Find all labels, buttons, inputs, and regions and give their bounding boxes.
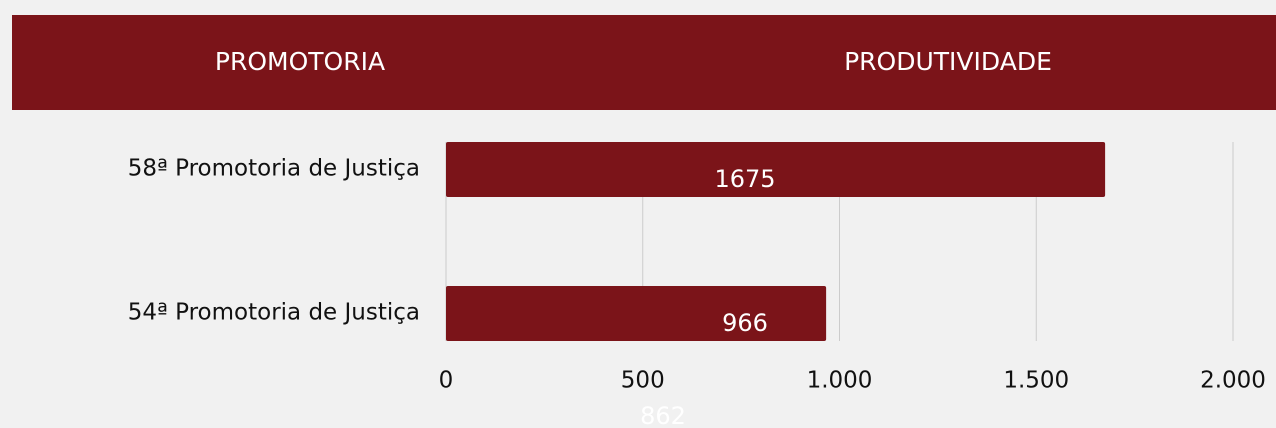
category-label: 58ª Promotoria de Justiça bbox=[128, 156, 420, 182]
value-label: 966 bbox=[722, 309, 768, 337]
x-tick-label: 2.000 bbox=[1200, 368, 1266, 394]
bar bbox=[446, 286, 827, 341]
header-column: PROMOTORIA bbox=[215, 47, 385, 76]
annotation: 862 bbox=[640, 402, 686, 428]
x-tick-label: 500 bbox=[621, 368, 665, 394]
header-band bbox=[12, 15, 1276, 110]
x-tick-label: 1.000 bbox=[807, 368, 873, 394]
category-label: 54ª Promotoria de Justiça bbox=[128, 300, 420, 326]
header-column: PRODUTIVIDADE bbox=[844, 47, 1052, 76]
value-label: 1675 bbox=[714, 165, 775, 193]
x-tick-label: 1.500 bbox=[1003, 368, 1069, 394]
x-tick-label: 0 bbox=[439, 368, 454, 394]
bar bbox=[446, 142, 1106, 197]
